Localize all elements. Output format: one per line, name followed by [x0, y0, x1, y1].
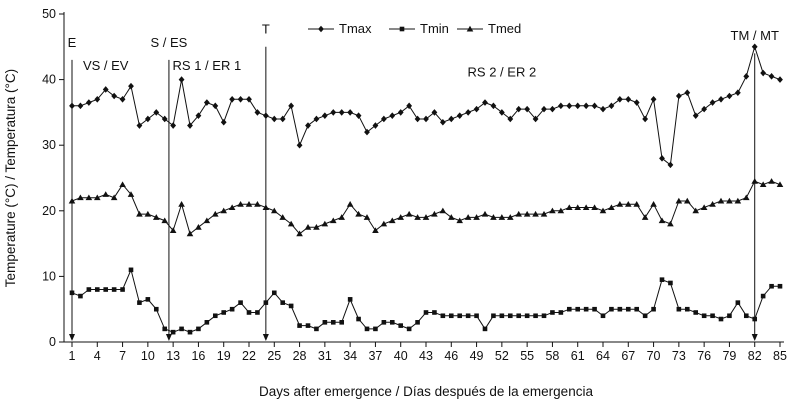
y-tick-label: 0 — [49, 335, 56, 349]
event-label-tmmt: TM / MT — [731, 28, 779, 43]
x-tick-label: 37 — [368, 349, 382, 363]
phase-label: VS / EV — [83, 58, 129, 73]
series-tmed — [68, 178, 784, 237]
y-axis-title: Temperature (°C) / Temperatura (°C) — [3, 69, 18, 287]
x-tick-label: 10 — [141, 349, 155, 363]
event-label-ses: S / ES — [150, 35, 187, 50]
event-label-e: E — [68, 35, 77, 50]
x-tick-label: 79 — [722, 349, 736, 363]
axes — [59, 12, 784, 347]
legend-label-tmin: Tmin — [420, 21, 449, 36]
x-axis-title: Days after emergence / Días después de l… — [259, 384, 593, 399]
event-ses: S / ES — [150, 35, 188, 341]
x-tick-label: 58 — [545, 349, 559, 363]
x-tick-label: 22 — [242, 349, 256, 363]
x-tick-label: 43 — [419, 349, 433, 363]
legend-label-tmax: Tmax — [339, 21, 372, 36]
x-tick-label: 25 — [267, 349, 281, 363]
x-tick-label: 28 — [293, 349, 307, 363]
y-tick-label: 50 — [42, 7, 56, 21]
event-tmmt: TM / MT — [731, 28, 779, 341]
y-tick-label: 30 — [42, 138, 56, 152]
x-tick-label: 85 — [773, 349, 787, 363]
x-tick-label: 1 — [69, 349, 76, 363]
x-tick-label: 70 — [647, 349, 661, 363]
legend: Tmax Tmin Tmed — [308, 21, 521, 36]
x-tick-label: 64 — [596, 349, 610, 363]
x-tick-label: 16 — [191, 349, 205, 363]
x-tick-label: 40 — [394, 349, 408, 363]
phase-label: RS 1 / ER 1 — [173, 58, 242, 73]
x-tick-label: 31 — [318, 349, 332, 363]
x-tick-label: 52 — [495, 349, 509, 363]
x-tick-label: 46 — [444, 349, 458, 363]
x-tick-label: 4 — [94, 349, 101, 363]
legend-label-tmed: Tmed — [488, 21, 521, 36]
y-tick-label: 20 — [42, 204, 56, 218]
x-tick-label: 7 — [119, 349, 126, 363]
x-tick-label: 61 — [571, 349, 585, 363]
x-tick-label: 13 — [166, 349, 180, 363]
x-tick-label: 55 — [520, 349, 534, 363]
event-label-t: T — [262, 22, 270, 37]
x-tick-label: 82 — [748, 349, 762, 363]
y-tick-label: 10 — [42, 269, 56, 283]
x-tick-label: 67 — [621, 349, 635, 363]
event-t: T — [262, 22, 270, 341]
event-e: E — [68, 35, 77, 341]
series-tmax — [69, 43, 783, 169]
y-tick-label: 40 — [42, 73, 56, 87]
phase-label: RS 2 / ER 2 — [468, 64, 537, 79]
x-tick-label: 73 — [672, 349, 686, 363]
x-tick-label: 76 — [697, 349, 711, 363]
x-tick-label: 19 — [217, 349, 231, 363]
x-tick-label: 49 — [470, 349, 484, 363]
x-tick-label: 34 — [343, 349, 357, 363]
series-tmin — [69, 267, 783, 335]
